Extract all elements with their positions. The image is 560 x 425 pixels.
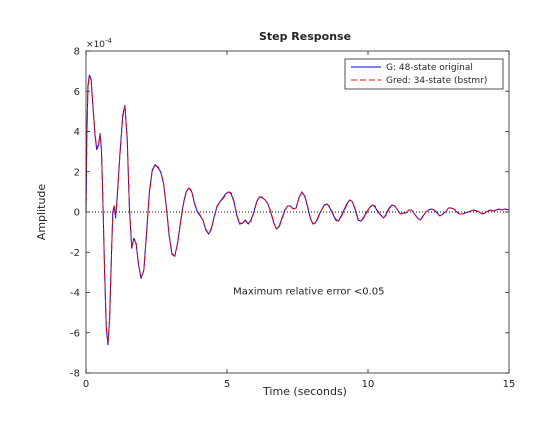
y-axis-label: Amplitude bbox=[35, 184, 48, 241]
series-line-reduced bbox=[85, 75, 510, 344]
legend: G: 48-state original Gred: 34-state (bst… bbox=[344, 58, 504, 90]
y-tick-label: 4 bbox=[74, 127, 80, 138]
x-tick-label: 0 bbox=[83, 379, 89, 390]
x-axis-label: Time (seconds) bbox=[262, 385, 347, 398]
plot-area bbox=[86, 51, 509, 373]
y-exponent-base: ×10 bbox=[86, 40, 105, 50]
y-tick-label: 0 bbox=[74, 208, 80, 219]
x-tick-label: 5 bbox=[224, 379, 230, 390]
y-tick-label: 6 bbox=[74, 87, 80, 98]
max-error-annotation: Maximum relative error <0.05 bbox=[233, 287, 384, 298]
legend-entry-reduced: Gred: 34-state (bstmr) bbox=[386, 76, 487, 86]
chart-title: Step Response bbox=[259, 30, 351, 43]
y-tick-label: -4 bbox=[70, 288, 80, 299]
y-exponent-power: -4 bbox=[105, 37, 113, 45]
y-tick-label: -6 bbox=[70, 328, 80, 339]
y-tick-label: -8 bbox=[70, 369, 80, 380]
legend-entry-original: G: 48-state original bbox=[386, 63, 473, 73]
x-tick-label: 10 bbox=[362, 379, 375, 390]
tick-layer: 0 5 10 15 -8 -6 -4 -2 0 2 4 6 8 bbox=[70, 47, 515, 391]
y-exponent-label: ×10-4 bbox=[86, 37, 113, 50]
x-tick-label: 15 bbox=[503, 379, 516, 390]
series-layer bbox=[85, 74, 510, 346]
y-tick-label: 2 bbox=[74, 167, 80, 178]
y-tick-label: -2 bbox=[70, 248, 80, 259]
legend-box bbox=[344, 58, 504, 90]
y-tick-label: 8 bbox=[74, 47, 80, 58]
